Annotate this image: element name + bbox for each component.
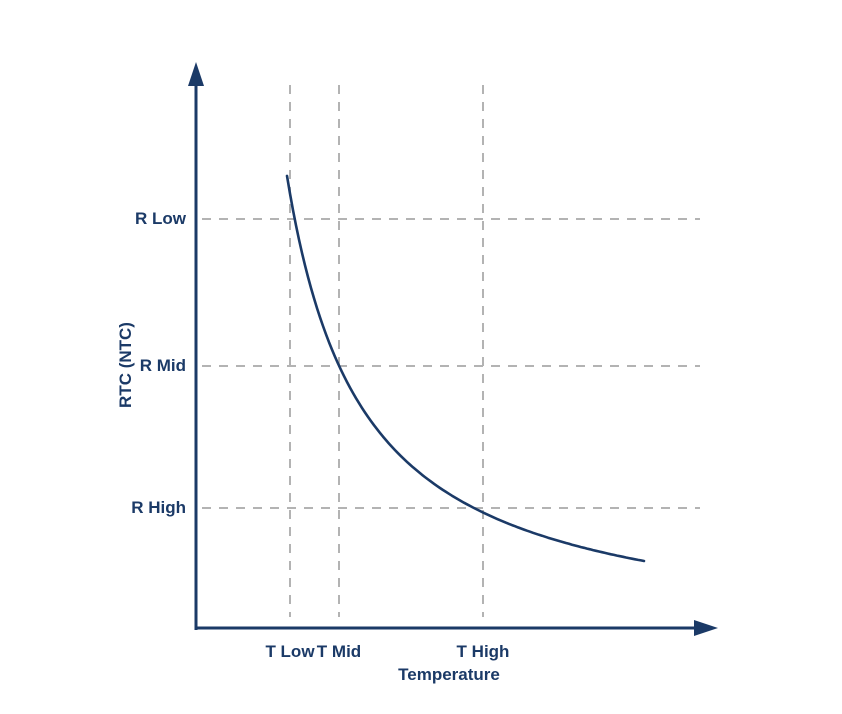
x-tick-label-t-low: T Low: [265, 642, 315, 661]
y-tick-label-r-mid: R Mid: [139, 356, 186, 375]
x-tick-label-t-mid: T Mid: [316, 642, 362, 661]
x-axis-arrowhead-icon: [694, 620, 718, 636]
y-axis-arrowhead-icon: [188, 62, 204, 86]
y-tick-label-r-high: R High: [131, 498, 186, 517]
x-tick-label-t-high: T High: [456, 642, 510, 661]
y-tick-label-r-low: R Low: [135, 209, 186, 228]
x-axis-title: Temperature: [398, 665, 500, 684]
ntc-resistance-curve: [285, 174, 646, 563]
